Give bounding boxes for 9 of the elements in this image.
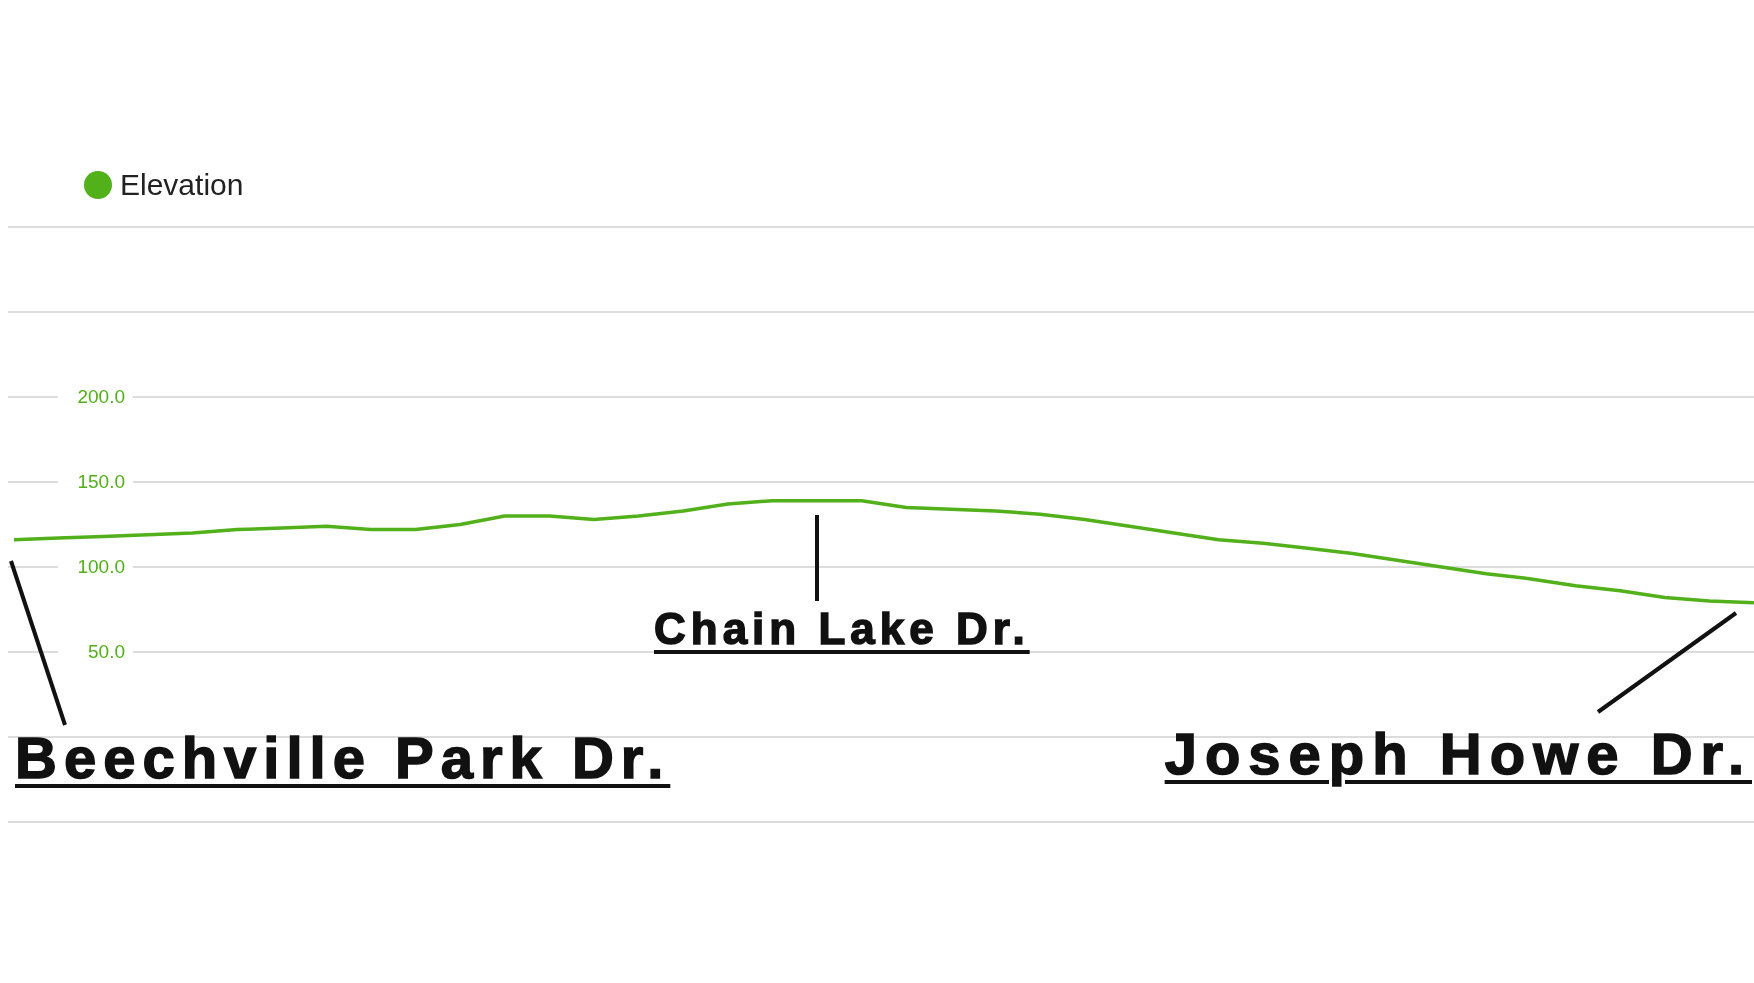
annotation: Joseph Howe Dr.: [1164, 720, 1752, 787]
annotation: Beechville Park Dr.: [15, 724, 671, 791]
line-series: [12, 498, 1754, 605]
y-tick-label: 50.0: [88, 641, 125, 662]
y-tick-label: 200.0: [77, 386, 125, 407]
y-tick-label: 150.0: [77, 471, 125, 492]
y-tick-label: 100.0: [77, 556, 125, 577]
annotation: Chain Lake Dr.: [654, 604, 1030, 654]
legend-label: Elevation: [120, 168, 244, 202]
